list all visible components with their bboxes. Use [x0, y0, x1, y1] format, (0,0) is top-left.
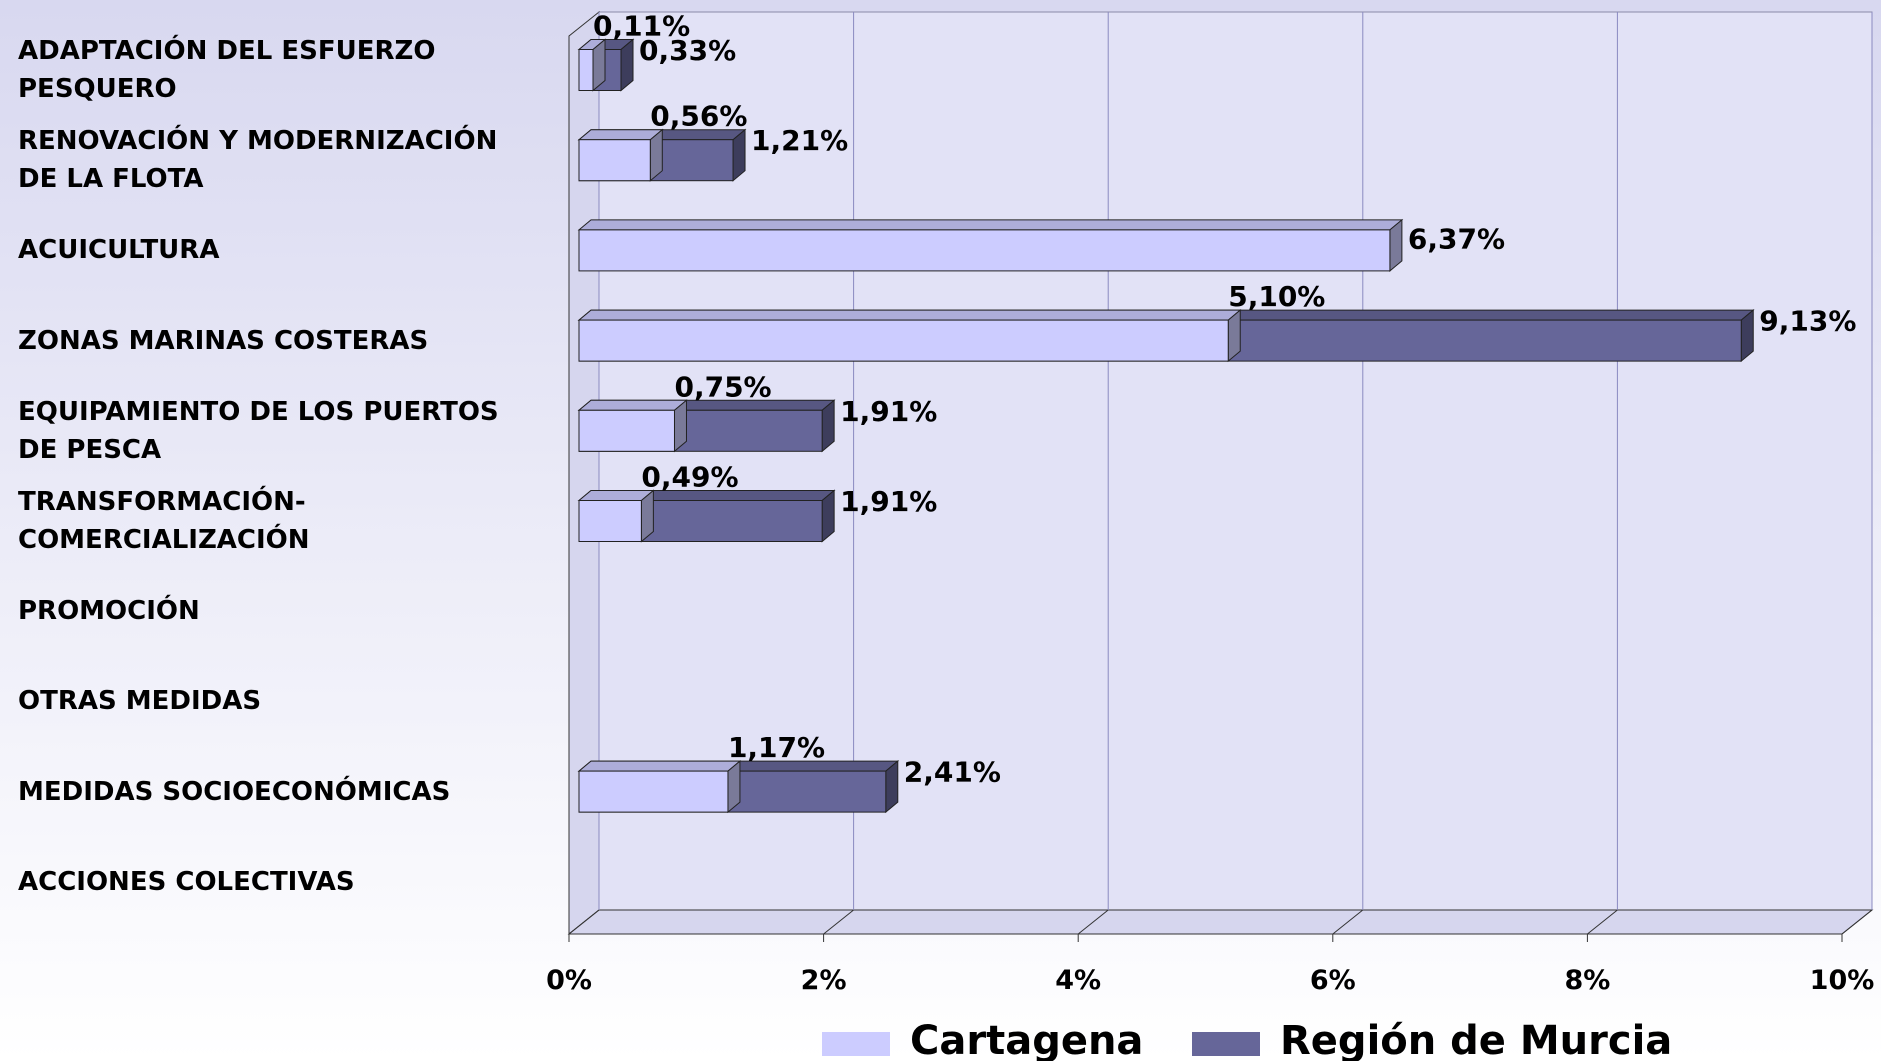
data-label: 0,33%: [639, 34, 736, 67]
data-label: 5,10%: [1228, 280, 1325, 313]
data-label: 0,11%: [593, 10, 690, 43]
data-label: 1,91%: [840, 485, 937, 518]
category-label: EQUIPAMIENTO DE LOS PUERTOS DE PESCA: [18, 396, 499, 465]
category-label: OTRAS MEDIDAS: [18, 686, 262, 717]
bar-top: [577, 219, 1404, 231]
category-label: MEDIDAS SOCIOECONÓMICAS: [18, 776, 451, 807]
x-tick-label: 6%: [1310, 965, 1356, 996]
data-label: 0,75%: [674, 370, 771, 403]
bar: [578, 409, 675, 452]
bar-top: [577, 309, 1242, 321]
x-tick-label: 8%: [1564, 965, 1610, 996]
x-tick-label: 2%: [801, 965, 847, 996]
x-tick-label: 0%: [546, 965, 592, 996]
floor-grid-line: [1587, 909, 1618, 935]
floor-grid-line: [1332, 909, 1364, 935]
data-label: 6,37%: [1408, 222, 1505, 255]
floor-grid-line: [823, 909, 854, 935]
category-label: ACUICULTURA: [18, 235, 220, 266]
legend-swatch: [822, 1032, 890, 1056]
bar: [578, 229, 1391, 272]
legend-label: Región de Murcia: [1280, 1018, 1672, 1061]
bar: [578, 500, 642, 542]
category-label: TRANSFORMACIÓN- COMERCIALIZACIÓN: [18, 487, 310, 555]
x-tick-label: 4%: [1055, 965, 1101, 996]
category-label: ADAPTACIÓN DEL ESFUERZO PESQUERO: [18, 36, 436, 104]
legend-label: Cartagena: [910, 1018, 1143, 1061]
category-label: RENOVACIÓN Y MODERNIZACIÓN DE LA FLOTA: [18, 126, 498, 195]
floor: [567, 909, 1874, 935]
data-label: 0,56%: [650, 100, 747, 133]
category-label: PROMOCIÓN: [18, 596, 200, 627]
bar: [578, 319, 1229, 362]
bar: [578, 49, 594, 91]
x-tick-label: 10%: [1810, 965, 1875, 996]
data-label: 1,21%: [751, 124, 848, 157]
category-label: ACCIONES COLECTIVAS: [18, 866, 355, 897]
data-label: 1,91%: [840, 395, 937, 428]
floor-grid-line: [1841, 909, 1873, 935]
floor-grid-line: [1077, 909, 1109, 935]
data-label: 0,49%: [641, 461, 738, 494]
bar: [578, 770, 729, 813]
bar-top: [577, 399, 688, 411]
floor-grid-line: [568, 909, 600, 935]
legend-swatch: [1192, 1032, 1260, 1056]
bar-top: [577, 760, 742, 772]
category-label: ZONAS MARINAS COSTERAS: [18, 325, 429, 356]
bar: [578, 139, 651, 182]
data-label: 9,13%: [1759, 305, 1856, 338]
data-label: 2,41%: [904, 756, 1001, 789]
data-label: 1,17%: [728, 731, 825, 764]
